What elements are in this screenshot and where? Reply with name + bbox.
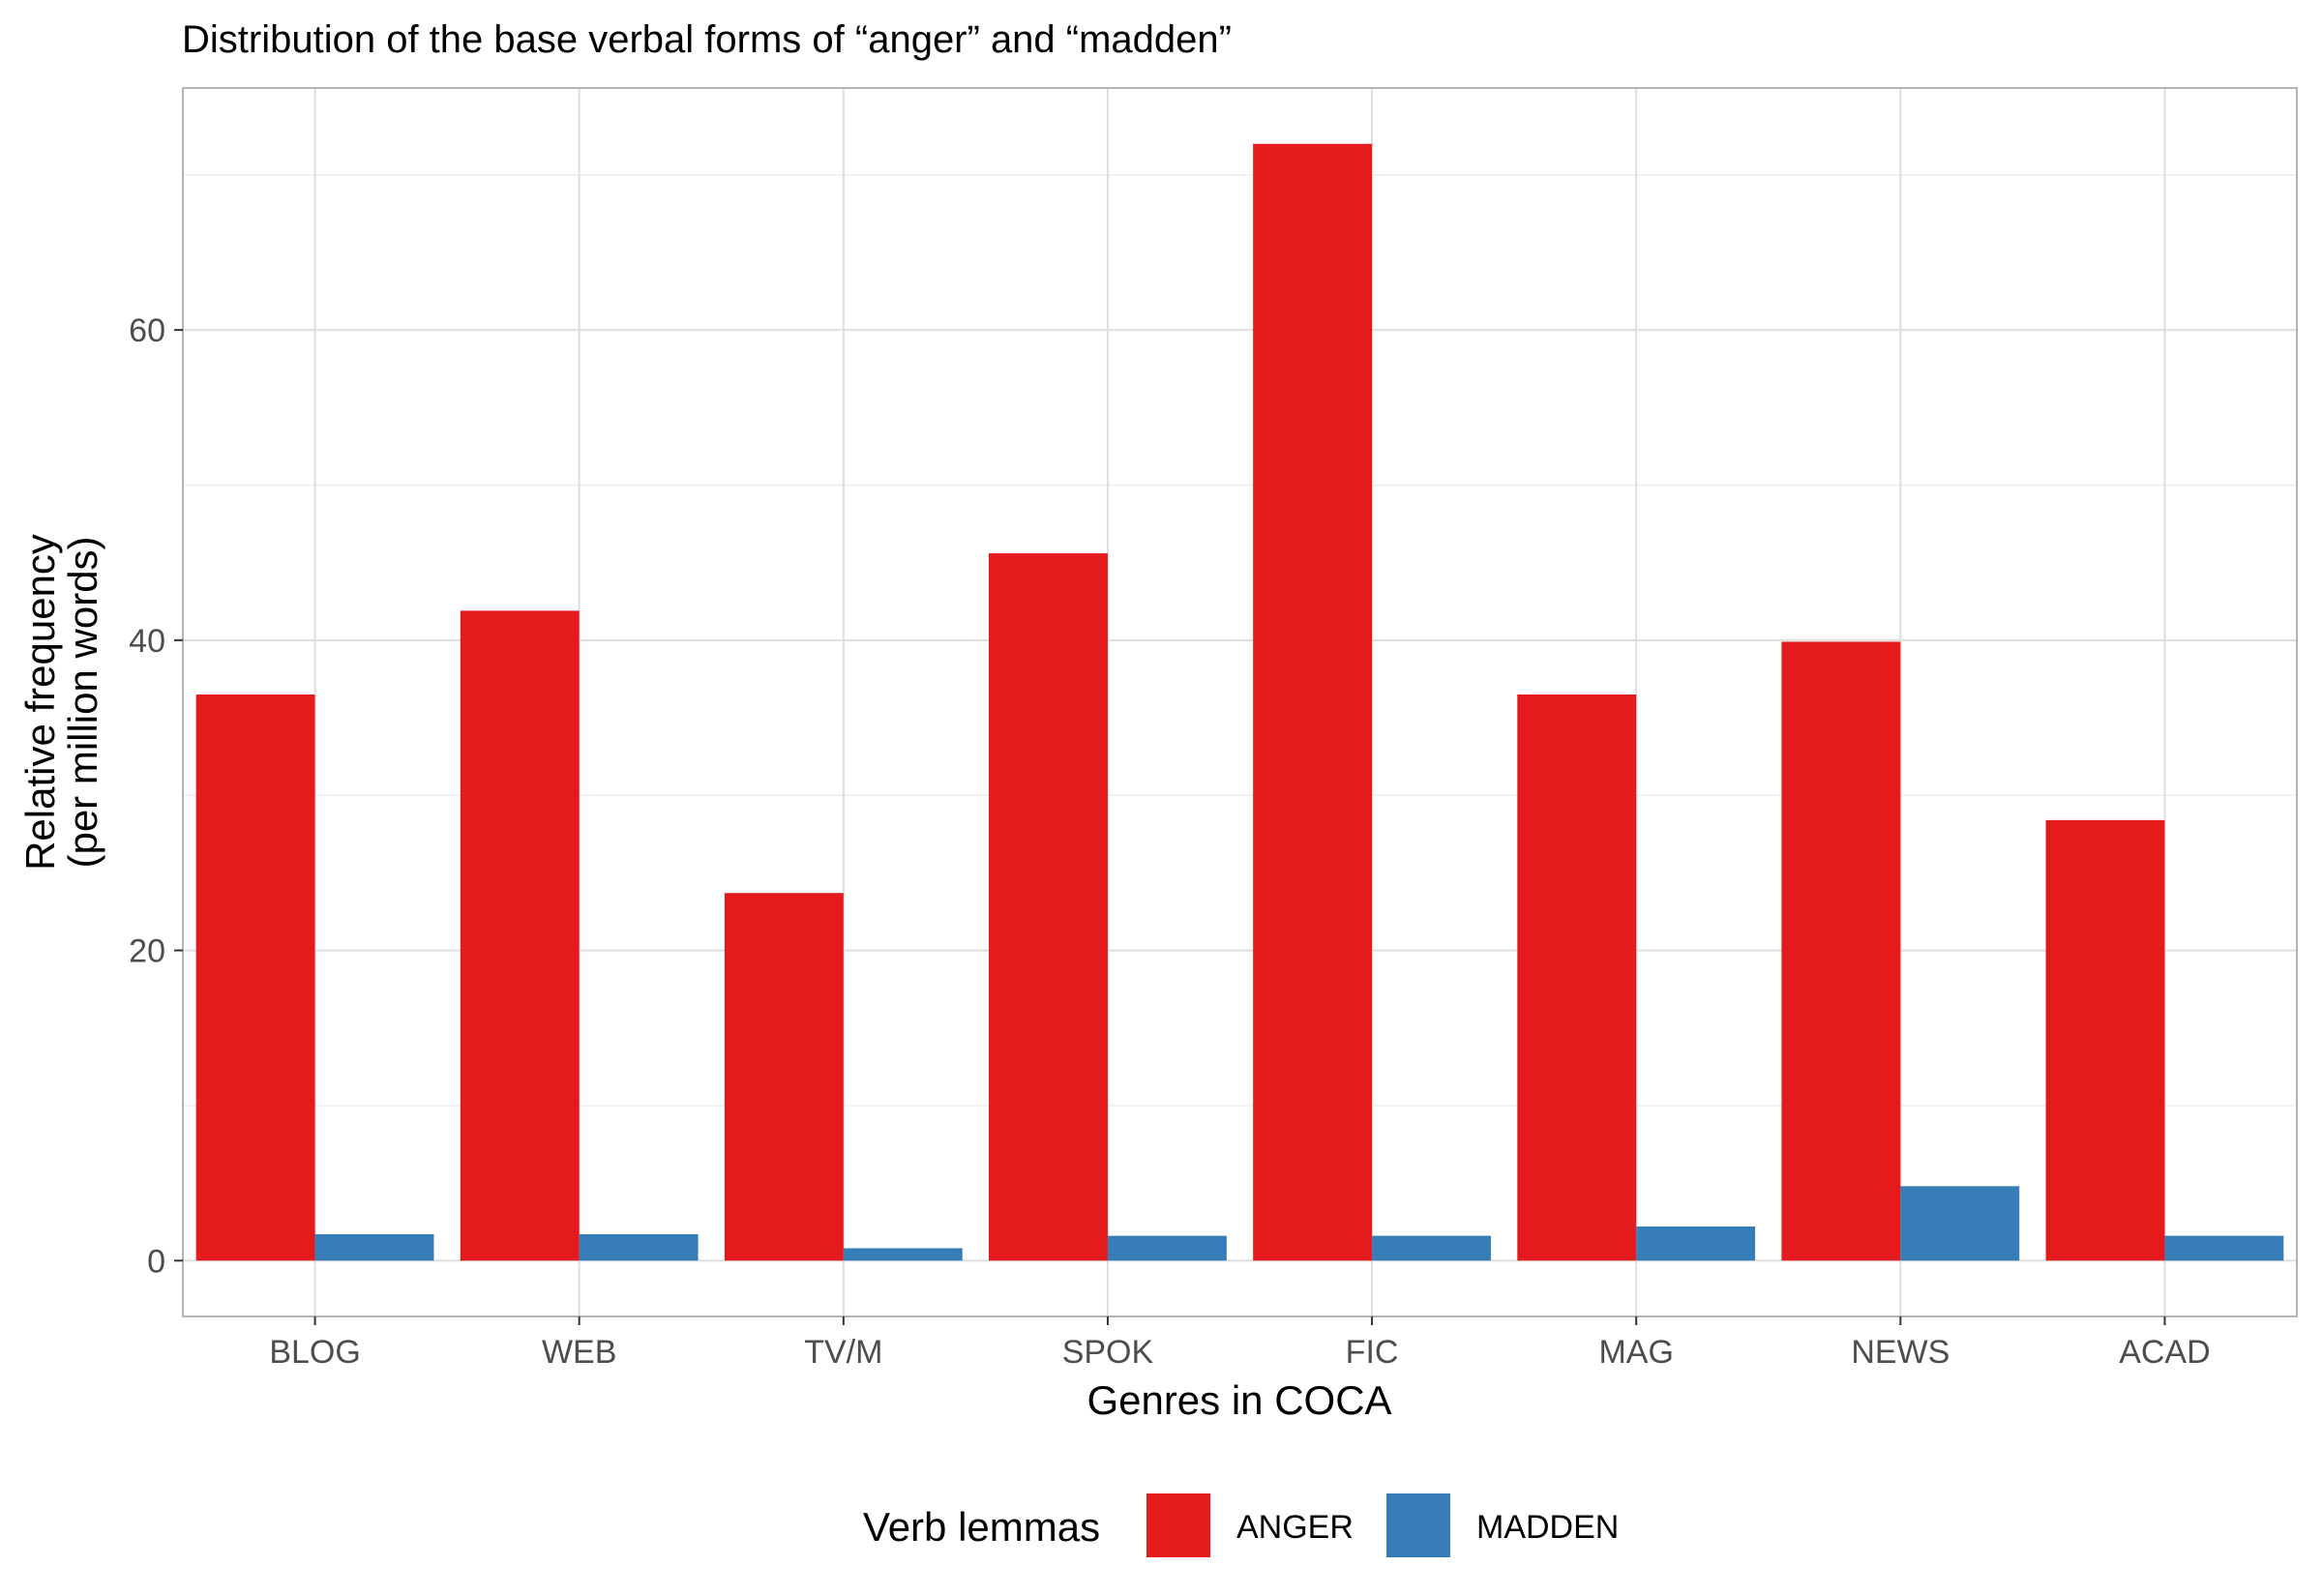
x-tick-label: WEB [542, 1334, 616, 1371]
x-axis-ticks: BLOG WEB TV/M SPOK FIC MAG NEWS ACAD [269, 1316, 2211, 1371]
legend-label-madden: MADDEN [1476, 1509, 1619, 1546]
bars [195, 143, 2284, 1261]
y-axis-ticks: 0 20 40 60 [129, 312, 183, 1280]
x-tick-label: FIC [1346, 1334, 1399, 1371]
y-tick-label: 20 [129, 933, 165, 970]
bar-madden-blog [314, 1234, 434, 1261]
bar-madden-news [1900, 1186, 2020, 1261]
x-tick-label: SPOK [1062, 1334, 1154, 1371]
bar-madden-fic [1372, 1235, 1491, 1261]
legend-key-madden [1386, 1493, 1450, 1557]
bar-anger-blog [195, 694, 315, 1261]
legend: Verb lemmas ANGER MADDEN [863, 1493, 1619, 1557]
bar-anger-news [1781, 641, 1901, 1261]
bar-anger-spok [989, 553, 1108, 1261]
y-axis-title-line-1: Relative frequency [17, 534, 63, 871]
x-tick-label: BLOG [269, 1334, 360, 1371]
x-tick-label: ACAD [2119, 1334, 2210, 1371]
bar-madden-mag [1636, 1226, 1756, 1261]
bar-anger-tvm [724, 893, 844, 1261]
bar-anger-acad [2045, 819, 2165, 1261]
x-axis-title: Genres in COCA [1087, 1377, 1391, 1423]
x-tick-label: TV/M [804, 1334, 882, 1371]
y-tick-label: 40 [129, 623, 165, 660]
y-axis-title: Relative frequency (per million words) [17, 534, 105, 871]
plot-panel-border [182, 87, 2298, 1317]
bar-madden-spok [1107, 1235, 1227, 1261]
y-axis-title-line-2: (per million words) [60, 536, 105, 868]
bar-madden-acad [2164, 1235, 2284, 1261]
bar-anger-web [460, 610, 580, 1261]
chart-title: Distribution of the base verbal forms of… [182, 18, 1232, 61]
legend-key-anger [1146, 1493, 1210, 1557]
bar-madden-web [579, 1234, 699, 1261]
x-tick-label: NEWS [1851, 1334, 1950, 1371]
bar-anger-fic [1253, 143, 1373, 1261]
legend-title: Verb lemmas [863, 1504, 1100, 1550]
y-tick-label: 60 [129, 312, 165, 349]
bar-anger-mag [1517, 694, 1637, 1261]
bar-madden-tvm [843, 1248, 963, 1261]
y-tick-label: 0 [147, 1243, 165, 1280]
x-tick-label: MAG [1598, 1334, 1673, 1371]
legend-label-anger: ANGER [1236, 1509, 1354, 1546]
